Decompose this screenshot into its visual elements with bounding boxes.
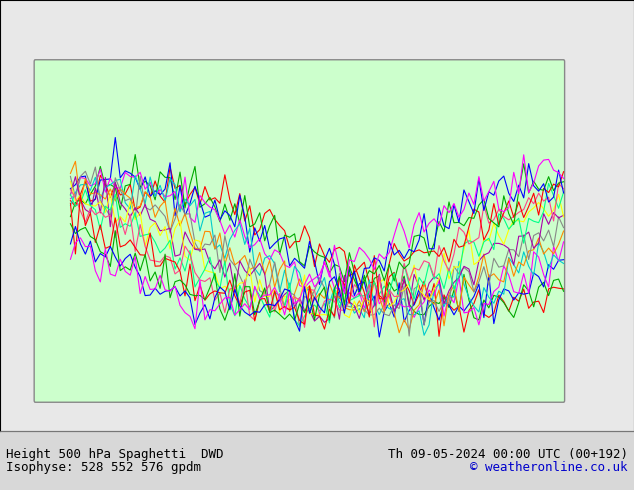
- FancyBboxPatch shape: [34, 60, 565, 402]
- Text: © weatheronline.co.uk: © weatheronline.co.uk: [470, 461, 628, 473]
- Text: Isophyse: 528 552 576 gpdm: Isophyse: 528 552 576 gpdm: [6, 461, 202, 473]
- Text: Th 09-05-2024 00:00 UTC (00+192): Th 09-05-2024 00:00 UTC (00+192): [387, 448, 628, 461]
- Text: Height 500 hPa Spaghetti  DWD: Height 500 hPa Spaghetti DWD: [6, 448, 224, 461]
